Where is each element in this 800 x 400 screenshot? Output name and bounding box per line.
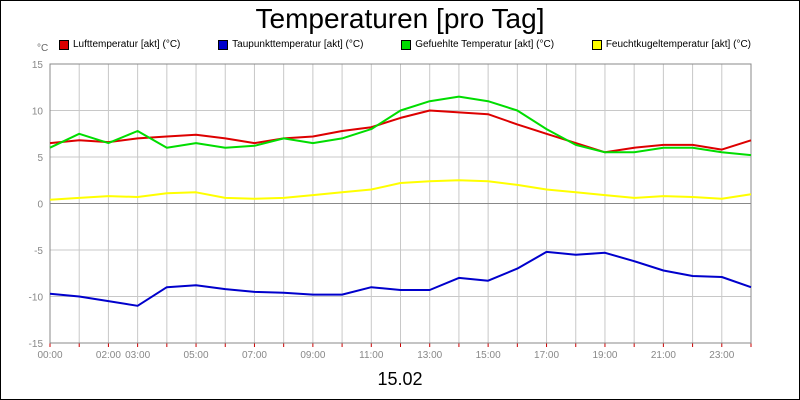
y-tick-label: 10	[32, 107, 44, 118]
chart-title: Temperaturen [pro Tag]	[255, 3, 545, 34]
x-tick-label: 11:00	[359, 350, 384, 361]
x-tick-label: 03:00	[125, 350, 150, 361]
legend-label-feuchtkugeltemperatur: Feuchtkugeltemperatur [akt] (°C)	[605, 39, 751, 50]
legend-swatch-feuchtkugeltemperatur	[591, 39, 602, 50]
series-line-1	[49, 250, 752, 307]
legend-label-lufttemperatur: Lufttemperatur [akt] (°C)	[73, 39, 181, 50]
series-line-2	[49, 95, 752, 157]
y-tick-label: 0	[37, 200, 43, 211]
chart-legend: Lufttemperatur [akt] (°C) Taupunkttemper…	[59, 39, 751, 50]
x-tick-label: 19:00	[592, 350, 617, 361]
y-tick-label: -10	[29, 293, 44, 304]
x-tick-label: 09:00	[300, 350, 325, 361]
legend-swatch-taupunkttemperatur	[218, 39, 229, 50]
legend-item-taupunkttemperatur: Taupunkttemperatur [akt] (°C)	[218, 39, 363, 50]
y-axis-unit: °C	[37, 43, 49, 54]
y-tick-label: -15	[29, 339, 44, 350]
legend-label-taupunkttemperatur: Taupunkttemperatur [akt] (°C)	[232, 39, 364, 50]
plot-border	[49, 63, 752, 344]
x-tick-label: 15:00	[476, 350, 501, 361]
x-tick-label: 07:00	[242, 350, 267, 361]
series-line-3	[49, 179, 752, 201]
legend-swatch-gefuehlte-temperatur	[401, 39, 412, 50]
x-tick-label: 23:00	[709, 350, 734, 361]
x-axis-date-label: 15.02	[377, 369, 423, 389]
x-tick-label: 13:00	[417, 350, 442, 361]
legend-swatch-lufttemperatur	[59, 39, 69, 50]
legend-label-gefuehlte-temperatur: Gefuehlte Temperatur [akt] (°C)	[415, 39, 555, 50]
series-line-0	[49, 109, 752, 154]
x-tick-label: 00:00	[37, 350, 62, 361]
x-tick-label: 02:00	[96, 350, 121, 361]
legend-item-lufttemperatur: Lufttemperatur [akt] (°C)	[59, 39, 180, 50]
x-tick-label: 17:00	[534, 350, 559, 361]
y-tick-label: 15	[32, 60, 44, 71]
legend-item-gefuehlte-temperatur: Gefuehlte Temperatur [akt] (°C)	[401, 39, 554, 50]
legend-item-feuchtkugeltemperatur: Feuchtkugeltemperatur [akt] (°C)	[591, 39, 751, 50]
y-tick-label: -5	[34, 246, 43, 257]
x-tick-label: 05:00	[184, 350, 209, 361]
x-tick-label: 21:00	[651, 350, 676, 361]
y-tick-label: 5	[37, 153, 43, 164]
